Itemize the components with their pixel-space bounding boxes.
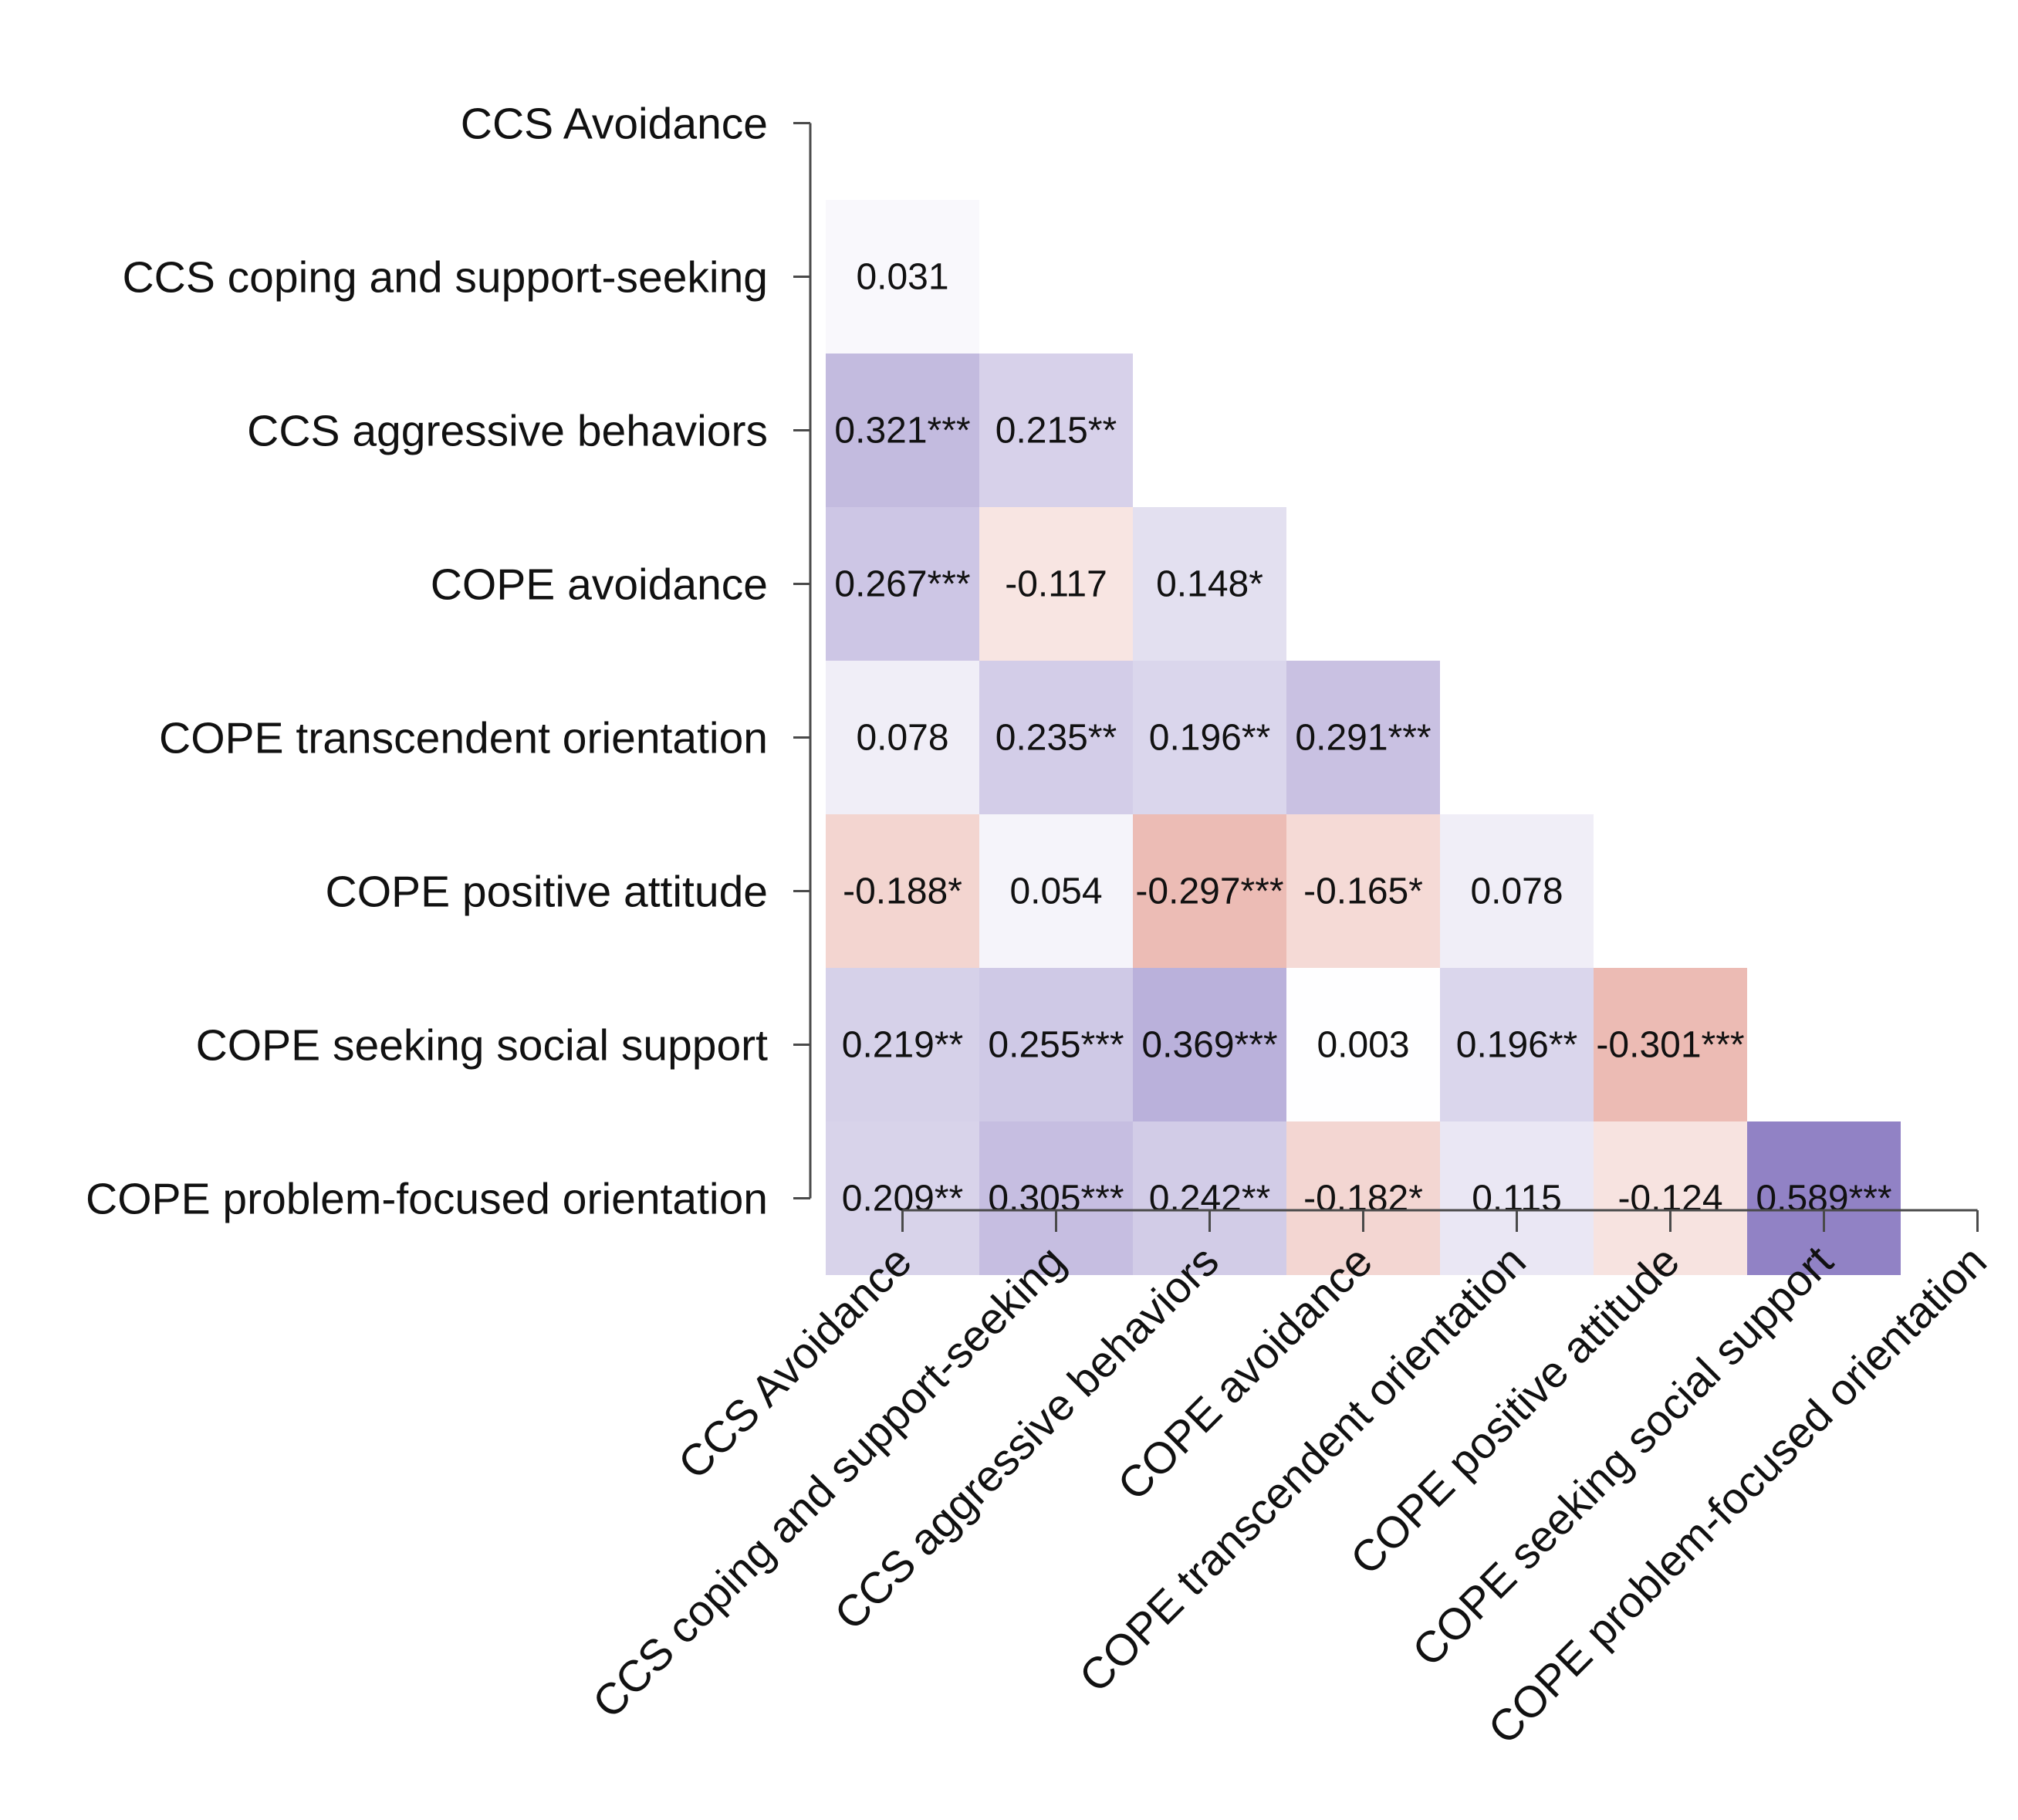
cell-value-label-3-0: 0.267*** [834, 564, 970, 605]
heatmap-cell-4-0 [826, 661, 979, 814]
heatmap-cell-6-0 [826, 968, 979, 1121]
heatmap-cell-6-1 [979, 968, 1133, 1121]
cell-value-label-5-4: 0.078 [1470, 871, 1563, 912]
cell-value-label-6-0: 0.219** [842, 1025, 963, 1066]
heatmap-cell-3-2 [1133, 507, 1286, 661]
heatmap-cell-6-5 [1594, 968, 1747, 1121]
heatmap-cell-2-0 [826, 354, 979, 507]
cell-value-label-6-2: 0.369*** [1141, 1025, 1277, 1066]
heatmap-cell-7-1 [979, 1121, 1133, 1275]
cell-value-label-4-2: 0.196** [1149, 718, 1270, 759]
cell-value-label-3-1: -0.117 [1005, 564, 1107, 605]
heatmap-cell-7-3 [1286, 1121, 1440, 1275]
heatmap-cell-4-3 [1286, 661, 1440, 814]
cell-value-label-4-1: 0.235** [995, 718, 1117, 759]
cell-value-label-5-1: 0.054 [1009, 871, 1102, 912]
cell-value-label-4-3: 0.291*** [1295, 718, 1431, 759]
cell-value-label-6-5: -0.301*** [1596, 1025, 1744, 1066]
cell-value-label-6-4: 0.196** [1456, 1025, 1577, 1066]
heatmap-cell-6-2 [1133, 968, 1286, 1121]
cell-value-label-6-1: 0.255*** [988, 1025, 1124, 1066]
row-label-2: CCS aggressive behaviors [247, 407, 768, 456]
heatmap-cell-7-5 [1594, 1121, 1747, 1275]
cell-value-label-5-3: -0.165* [1303, 871, 1423, 912]
heatmap-cell-7-4 [1440, 1121, 1594, 1275]
row-label-5: COPE positive attitude [326, 868, 768, 917]
cell-value-label-4-0: 0.078 [856, 718, 948, 759]
cell-value-label-2-1: 0.215** [995, 411, 1117, 452]
heatmap-cell-4-1 [979, 661, 1133, 814]
heatmap-cell-5-2 [1133, 814, 1286, 968]
heatmap-cell-3-1 [979, 507, 1133, 661]
row-label-7: COPE problem-focused orientation [86, 1175, 768, 1224]
row-label-4: COPE transcendent orientation [159, 714, 768, 763]
heatmap-cell-7-2 [1133, 1121, 1286, 1275]
row-label-1: CCS coping and support-seeking [123, 253, 769, 303]
axes-layer [793, 122, 1979, 1232]
heatmap-cell-5-1 [979, 814, 1133, 968]
cell-value-label-5-0: -0.188* [843, 871, 962, 912]
heatmap-cell-5-4 [1440, 814, 1594, 968]
heatmap-cell-2-1 [979, 354, 1133, 507]
heatmap-cell-4-2 [1133, 661, 1286, 814]
heatmap-cell-6-3 [1286, 968, 1440, 1121]
heatmap-cell-3-0 [826, 507, 979, 661]
cell-value-label-5-2: -0.297*** [1135, 871, 1283, 912]
heatmap-cell-1-0 [826, 200, 979, 354]
row-label-0: CCS Avoidance [461, 100, 768, 149]
heatmap-cell-6-4 [1440, 968, 1594, 1121]
cell-value-label-1-0: 0.031 [856, 257, 948, 298]
cell-value-label-6-3: 0.003 [1317, 1025, 1409, 1066]
cell-value-label-3-2: 0.148* [1156, 564, 1263, 605]
heatmap-cell-5-3 [1286, 814, 1440, 968]
row-label-6: COPE seeking social support [196, 1021, 769, 1071]
row-label-3: COPE avoidance [431, 560, 768, 610]
heatmap-cell-5-0 [826, 814, 979, 968]
cell-value-label-2-0: 0.321*** [834, 411, 970, 452]
heatmap-cell-7-0 [826, 1121, 979, 1275]
cells-layer: 0.031 0.321*** 0.215** 0.267*** -0.117 0.148*… [826, 200, 1901, 1275]
heatmap-cell-7-6 [1747, 1121, 1901, 1275]
